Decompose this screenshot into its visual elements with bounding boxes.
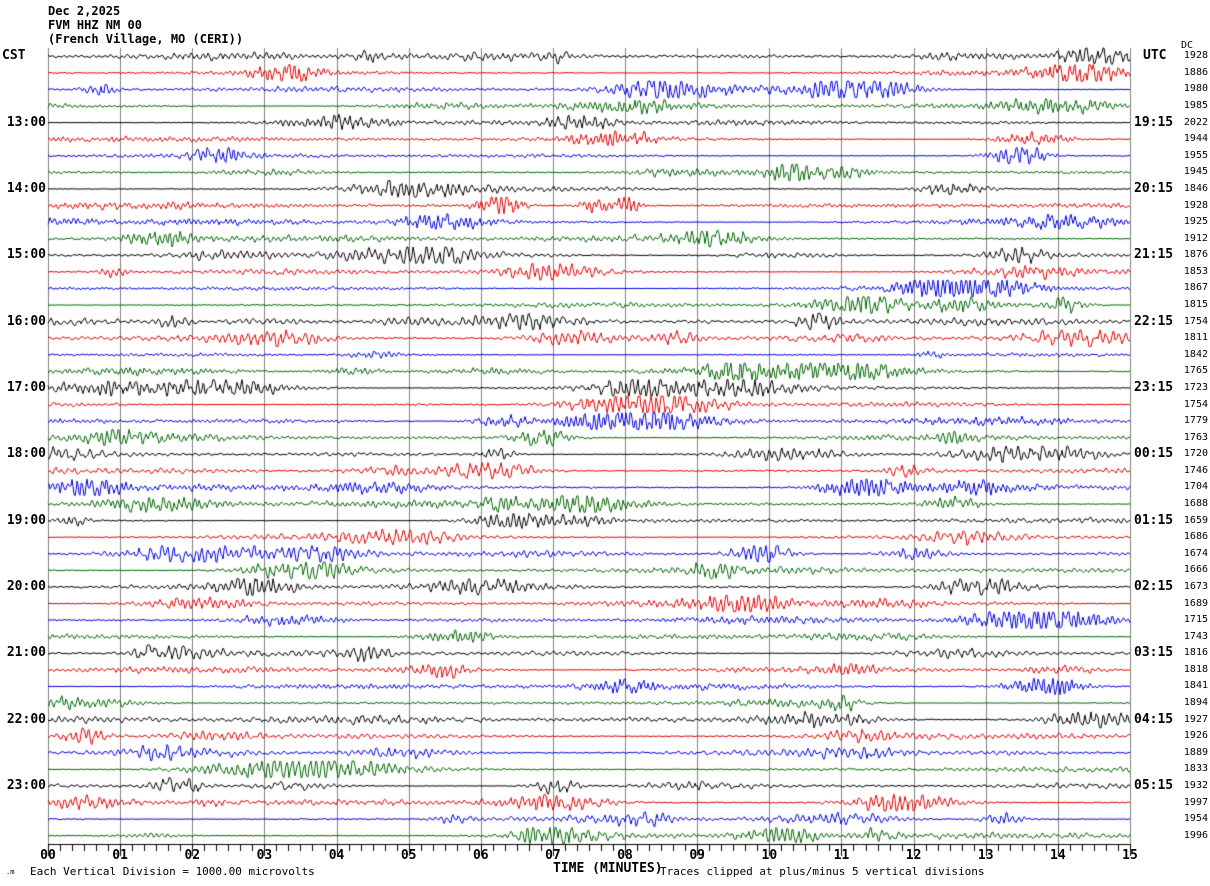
- x-axis-title: TIME (MINUTES): [553, 861, 663, 876]
- minute-label: 15: [1122, 848, 1138, 863]
- utc-hour-label: 00:15: [1134, 446, 1174, 462]
- dc-value: 1720: [1183, 448, 1208, 460]
- clip-note: Traces clipped at plus/minus 5 vertical …: [660, 865, 985, 878]
- utc-hour-label: 23:15: [1134, 379, 1174, 395]
- dc-value: 1815: [1183, 299, 1208, 311]
- dc-value: 1765: [1183, 365, 1208, 377]
- cst-hour-label: 14:00: [6, 180, 46, 196]
- dc-value: 1927: [1183, 713, 1208, 725]
- dc-value: 1704: [1183, 481, 1208, 493]
- dc-value: 1945: [1183, 166, 1208, 178]
- dc-value: 1779: [1183, 415, 1208, 427]
- dc-value: 1763: [1183, 431, 1208, 443]
- minute-label: 03: [256, 848, 273, 863]
- dc-value: 1666: [1183, 564, 1208, 576]
- dc-value: 1715: [1183, 614, 1208, 626]
- cst-hour-label: 21:00: [6, 645, 46, 661]
- dc-value: 1846: [1183, 182, 1208, 194]
- cst-hour-label: 17:00: [6, 379, 46, 395]
- dc-value: 1889: [1183, 746, 1208, 758]
- minute-label: 12: [905, 848, 922, 863]
- minute-label: 13: [977, 848, 994, 863]
- minute-label: 08: [617, 848, 633, 863]
- title-block: Dec 2,2025 FVM HHZ NM 00 (French Village…: [48, 4, 243, 46]
- title-date: Dec 2,2025: [48, 4, 121, 18]
- utc-hour-label: 05:15: [1134, 777, 1174, 793]
- dc-value: 1833: [1183, 763, 1208, 775]
- dc-value: 1689: [1183, 597, 1208, 609]
- utc-hour-label: 01:15: [1134, 512, 1174, 528]
- utc-hour-label: 03:15: [1134, 645, 1174, 661]
- dc-value: 1811: [1183, 332, 1208, 344]
- cst-hour-label: 22:00: [6, 711, 46, 727]
- utc-hour-label: 02:15: [1134, 578, 1174, 594]
- dc-value: 1996: [1183, 829, 1208, 841]
- dc-value: 1841: [1183, 680, 1208, 692]
- dc-value: 1980: [1183, 83, 1208, 95]
- dc-value: 1674: [1183, 547, 1208, 559]
- dc-column-header: DC: [1181, 40, 1194, 51]
- dc-value: 1926: [1183, 730, 1208, 742]
- minute-label: 04: [328, 848, 345, 863]
- dc-value: 1818: [1183, 663, 1208, 675]
- minute-label: 14: [1050, 848, 1066, 863]
- cst-hour-label: 19:00: [6, 512, 46, 528]
- dc-value: 1867: [1183, 282, 1208, 294]
- cst-hour-label: 20:00: [6, 578, 46, 594]
- minute-label: 07: [545, 848, 561, 863]
- dc-value: 1876: [1183, 249, 1208, 261]
- minute-label: 10: [761, 848, 778, 863]
- title-station: FVM HHZ NM 00: [48, 18, 142, 32]
- title-location: (French Village, MO (CERI)): [48, 32, 244, 46]
- watermark-mark: .m: [6, 868, 15, 876]
- minute-label: 00: [40, 848, 56, 863]
- dc-value: 2022: [1183, 116, 1208, 128]
- dc-value: 1932: [1183, 779, 1208, 791]
- cst-hour-label: 18:00: [6, 446, 46, 462]
- dc-value: 1723: [1183, 381, 1208, 393]
- dc-value: 1686: [1183, 531, 1208, 543]
- utc-hour-label: 19:15: [1134, 114, 1174, 130]
- utc-hour-label: 20:15: [1134, 180, 1174, 196]
- minute-label: 09: [689, 848, 706, 863]
- dc-value: 1985: [1183, 100, 1208, 112]
- dc-value: 1853: [1183, 265, 1208, 277]
- cst-hour-label: 16:00: [6, 313, 46, 329]
- utc-hour-label: 21:15: [1134, 247, 1174, 263]
- dc-value: 1842: [1183, 348, 1208, 360]
- minute-label: 01: [112, 848, 128, 863]
- dc-value: 1955: [1183, 149, 1208, 161]
- minute-label: 05: [400, 848, 417, 863]
- cst-hour-label: 13:00: [6, 114, 46, 130]
- dc-value: 1754: [1183, 398, 1208, 410]
- cst-hour-label: 15:00: [6, 247, 46, 263]
- utc-hour-label: 22:15: [1134, 313, 1174, 329]
- dc-value: 1997: [1183, 796, 1208, 808]
- dc-value: 1688: [1183, 498, 1208, 510]
- dc-value: 1912: [1183, 232, 1208, 244]
- dc-value: 1754: [1183, 315, 1208, 327]
- dc-value: 1954: [1183, 813, 1208, 825]
- dc-value: 1928: [1183, 50, 1208, 62]
- dc-value: 1894: [1183, 697, 1208, 709]
- minute-label: 02: [184, 848, 201, 863]
- scale-note: Each Vertical Division = 1000.00 microvo…: [30, 865, 315, 878]
- dc-value: 1816: [1183, 647, 1208, 659]
- minute-label: 11: [833, 848, 850, 863]
- dc-value: 1673: [1183, 580, 1208, 592]
- dc-value: 1928: [1183, 199, 1208, 211]
- dc-value: 1925: [1183, 216, 1208, 228]
- dc-value: 1743: [1183, 630, 1208, 642]
- dc-value: 1746: [1183, 464, 1208, 476]
- utc-hour-label: 04:15: [1134, 711, 1174, 727]
- dc-value: 1886: [1183, 66, 1208, 78]
- utc-header: UTC: [1143, 48, 1167, 63]
- cst-header: CST: [2, 48, 26, 63]
- minute-label: 06: [472, 848, 489, 863]
- cst-hour-label: 23:00: [6, 777, 46, 793]
- dc-value: 1944: [1183, 133, 1208, 145]
- dc-value: 1659: [1183, 514, 1208, 526]
